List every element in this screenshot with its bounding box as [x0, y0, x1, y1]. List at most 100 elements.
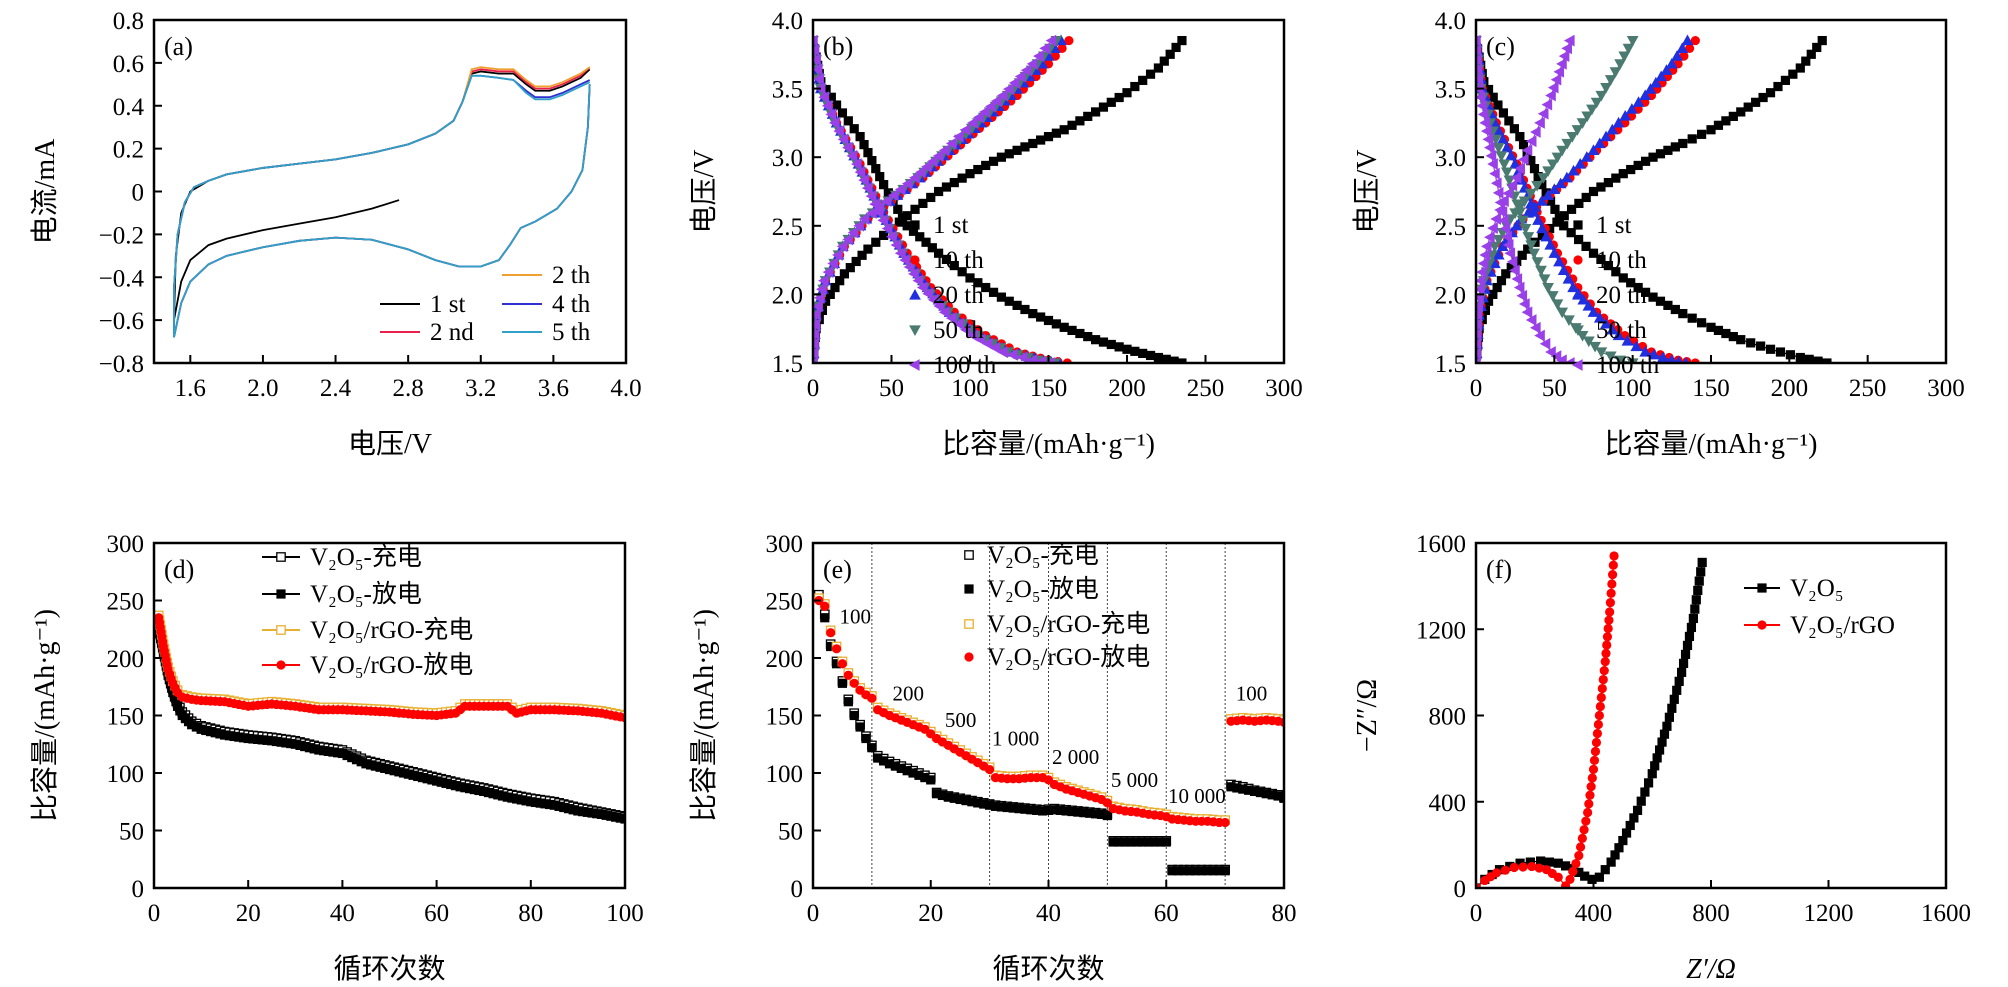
data-point — [832, 249, 843, 261]
data-point — [1535, 265, 1547, 277]
x-tick-label: 100 — [1614, 375, 1652, 402]
data-point — [1492, 234, 1505, 246]
data-point — [857, 250, 867, 260]
data-point — [1492, 186, 1504, 199]
data-point — [1603, 623, 1613, 634]
series-1 — [1476, 551, 1619, 888]
data-point — [1505, 149, 1517, 161]
data-point — [1595, 701, 1605, 712]
x-tick-label: 3.2 — [465, 375, 496, 402]
legend-label: 2 nd — [430, 319, 474, 346]
data-point — [1644, 83, 1657, 94]
data-point — [1511, 273, 1523, 285]
data-point — [1540, 230, 1553, 242]
legend-item: 2 th — [502, 262, 591, 289]
rate-annotation: 100 — [839, 605, 871, 629]
data-point — [850, 158, 862, 170]
data-point — [1525, 314, 1537, 326]
data-point — [1588, 248, 1599, 258]
data-point — [1083, 111, 1093, 121]
data-point — [1006, 348, 1018, 361]
data-point — [1518, 140, 1529, 150]
series-line — [173, 66, 591, 338]
data-point — [1279, 793, 1284, 803]
data-point — [914, 166, 926, 179]
x-tick-label: 2.0 — [247, 375, 278, 402]
legend-item: 50 th — [1572, 317, 1647, 344]
data-point — [1785, 350, 1795, 360]
data-point — [1788, 69, 1798, 79]
data-point — [1694, 576, 1704, 586]
data-point — [1682, 640, 1693, 651]
data-point — [879, 180, 889, 190]
legend-item: V₂O₅-放电 — [964, 575, 1099, 603]
data-point — [1671, 50, 1683, 61]
data-point — [813, 309, 821, 321]
data-point — [1083, 331, 1093, 342]
data-point — [982, 337, 993, 350]
data-point — [912, 274, 924, 287]
panel-label: (d) — [164, 555, 194, 584]
data-point — [1626, 35, 1639, 47]
legend-label: 20 th — [933, 282, 984, 309]
data-point — [1773, 81, 1783, 92]
data-point — [1518, 153, 1529, 166]
data-point — [1036, 135, 1046, 145]
data-point — [903, 261, 915, 273]
x-tick-label: 400 — [1575, 900, 1613, 927]
plot-area — [1476, 551, 1707, 888]
y-tick-label: 0 — [132, 180, 145, 207]
data-point — [1064, 35, 1074, 46]
data-point — [1608, 560, 1618, 570]
data-point — [1684, 631, 1695, 642]
legend-label: V₂O₅-放电 — [987, 575, 1099, 603]
data-point — [1091, 335, 1101, 345]
data-point — [960, 323, 971, 336]
data-point — [1519, 298, 1530, 310]
data-point — [894, 183, 906, 196]
data-point — [1487, 222, 1498, 234]
data-point — [1495, 151, 1508, 162]
data-point — [1476, 300, 1483, 313]
series-4 — [813, 34, 1057, 363]
data-point — [1586, 104, 1598, 116]
data-point — [1544, 238, 1557, 250]
data-point — [1020, 304, 1030, 315]
data-point — [1102, 798, 1112, 808]
data-point — [1655, 70, 1668, 82]
data-point — [1509, 124, 1519, 134]
x-axis-label: 比容量/(mAh·g⁻¹) — [942, 428, 1155, 460]
data-point — [934, 248, 944, 258]
data-point — [1521, 144, 1533, 157]
data-point — [1751, 97, 1761, 107]
data-point — [1609, 551, 1619, 561]
data-point — [1583, 807, 1593, 818]
y-tick-label: 200 — [766, 646, 804, 673]
legend-item: 10 th — [910, 247, 984, 274]
legend-label: 10 th — [933, 247, 984, 274]
legend-marker — [964, 619, 974, 629]
x-tick-label: 150 — [1692, 375, 1730, 402]
data-point — [1494, 196, 1506, 209]
data-point — [1812, 42, 1822, 53]
data-point — [1075, 328, 1085, 339]
data-point — [843, 670, 853, 680]
data-point — [1530, 321, 1541, 334]
data-point — [1550, 350, 1562, 363]
legend: V₂O₅-充电 V₂O₅-放电 V₂O₅/rGO-充电 V₂O₅/rGO-放电 — [964, 541, 1150, 671]
legend-item: 100 th — [908, 352, 997, 379]
legend-label: V₂O₅-充电 — [987, 541, 1099, 569]
data-point — [1091, 107, 1101, 117]
legend-label: 1 st — [933, 212, 968, 239]
y-tick-label: 4.0 — [772, 8, 803, 35]
data-point — [1490, 177, 1502, 190]
data-point — [855, 132, 865, 142]
data-point — [1756, 341, 1766, 351]
legend-label: V₂O₅-放电 — [310, 580, 422, 608]
data-point — [1813, 356, 1823, 363]
data-point — [973, 164, 983, 175]
y-tick-label: 2.5 — [1435, 214, 1466, 241]
legend-marker — [276, 589, 286, 599]
data-point — [1026, 58, 1038, 70]
x-tick-label: 4.0 — [610, 375, 641, 402]
